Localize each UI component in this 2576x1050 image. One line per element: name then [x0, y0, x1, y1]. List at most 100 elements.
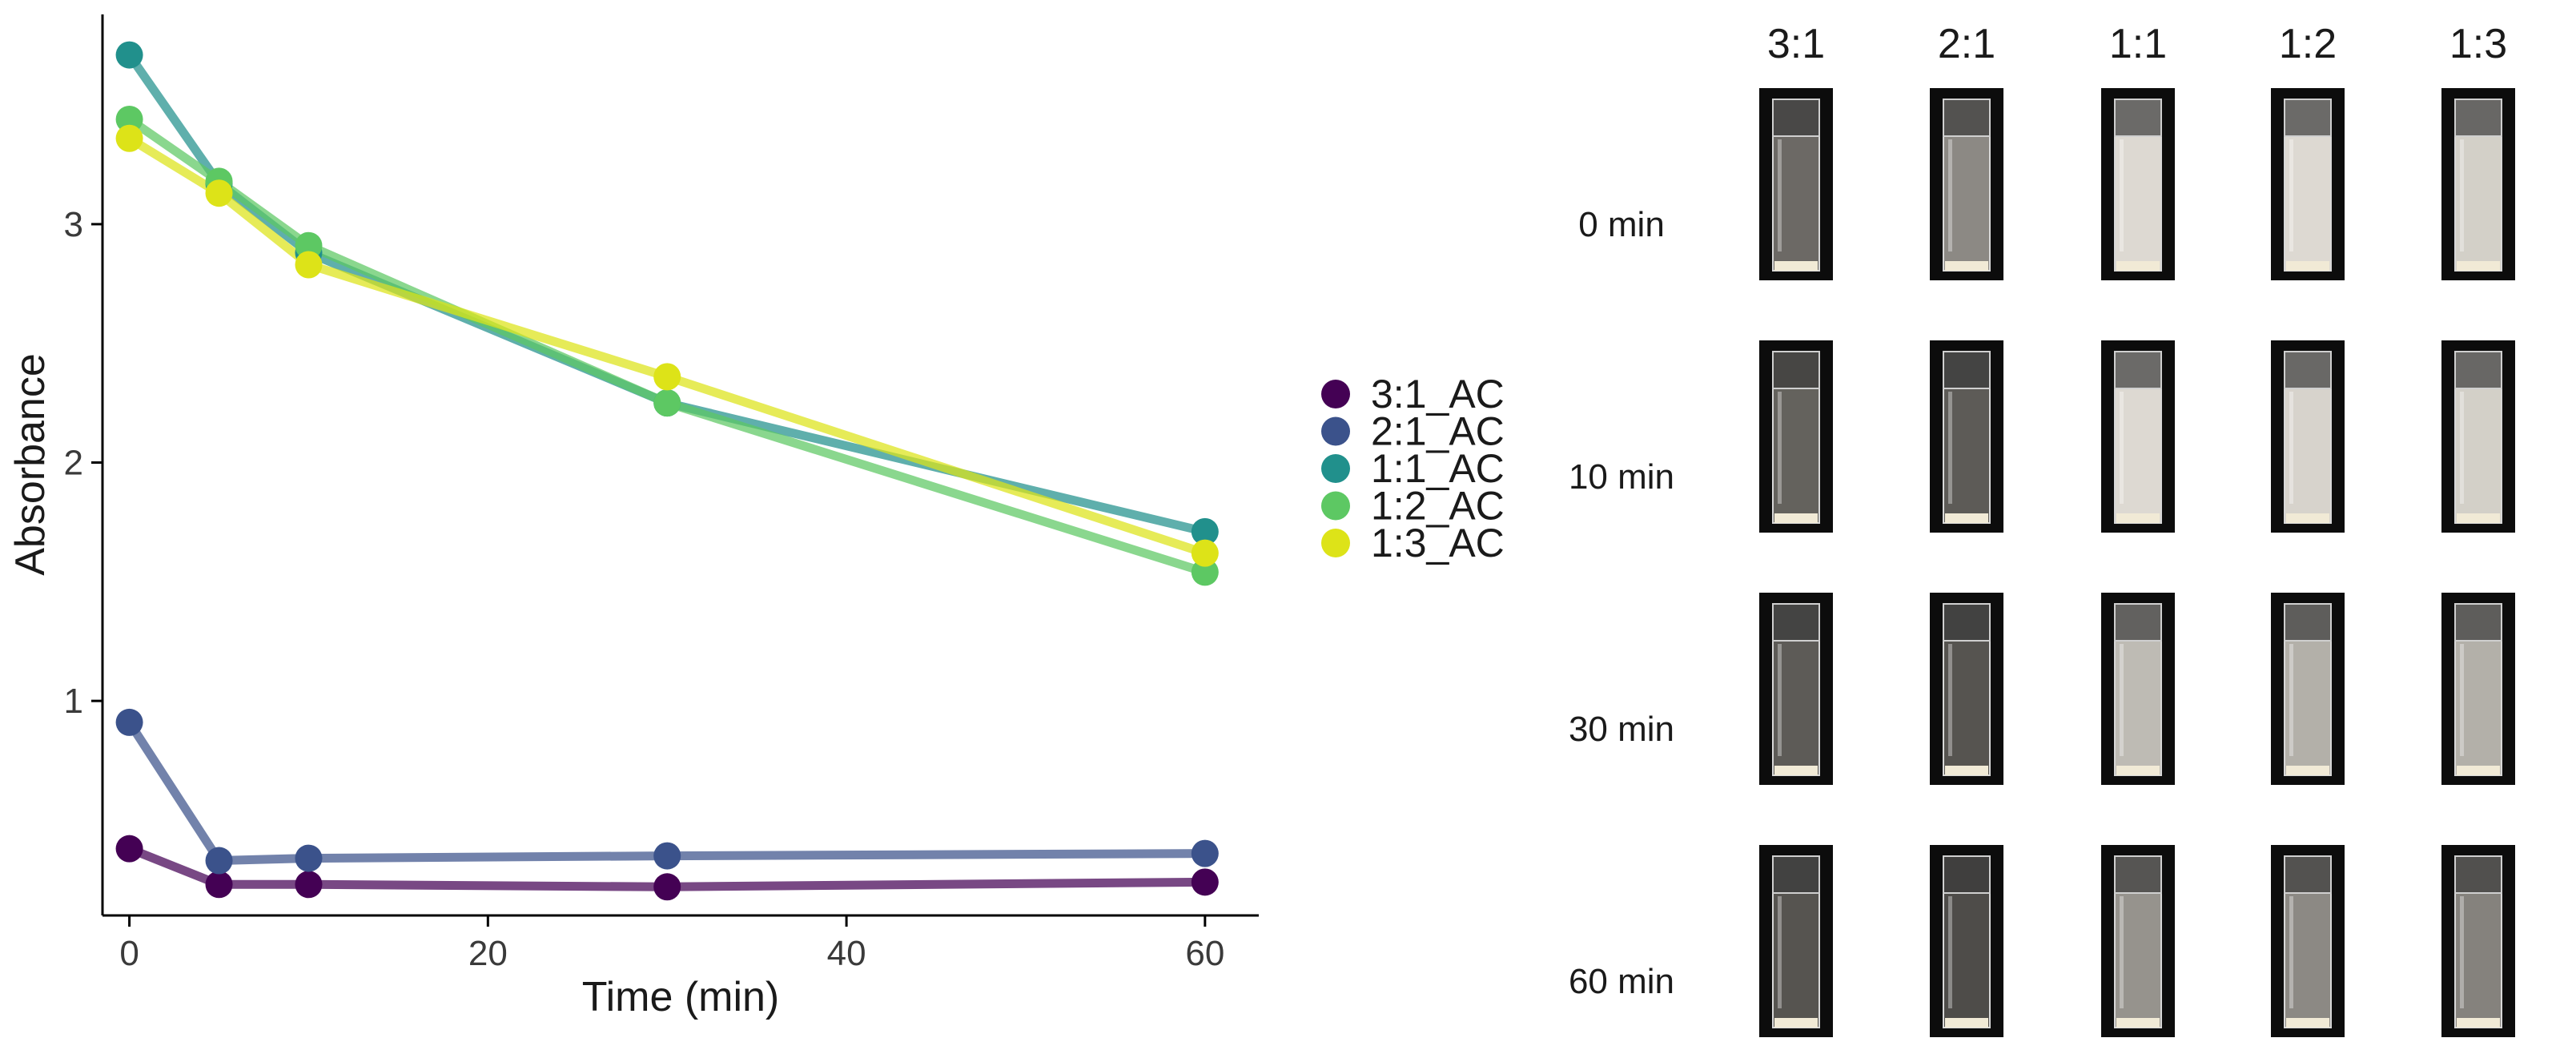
cuvette-highlight: [1948, 896, 1952, 1008]
photo-column-label: 1:2: [2279, 21, 2337, 67]
cuvette-highlight: [1948, 392, 1952, 504]
cuvette-photo: [2271, 593, 2345, 785]
cuvette-highlight: [2460, 896, 2464, 1008]
data-point-1:2_AC: [115, 105, 143, 133]
cuvette-highlight: [2120, 896, 2124, 1008]
cuvette-sediment: [2116, 1018, 2160, 1028]
y-tick-label: 3: [64, 205, 83, 244]
legend-key-3:1_AC: [1321, 380, 1350, 408]
cuvette-sediment: [1774, 513, 1818, 523]
cuvette-photo: [1930, 88, 2003, 280]
photo-row-label: 30 min: [1569, 710, 1674, 749]
photo-row-label: 10 min: [1569, 457, 1674, 497]
chart-legend: 3:1_AC2:1_AC1:1_AC1:2_AC1:3_AC: [1321, 372, 1505, 565]
cuvette-top: [1943, 855, 1991, 894]
cuvette-top: [1943, 351, 1991, 389]
cuvette-top: [2284, 99, 2332, 137]
cuvette-top: [2454, 855, 2502, 894]
cuvette-photo: [1930, 340, 2003, 533]
cuvette-highlight: [2289, 896, 2293, 1008]
data-point-1:3_AC: [295, 251, 323, 279]
cuvette-photo: [1930, 593, 2003, 785]
cuvette-sediment: [2116, 261, 2160, 271]
cuvette-photo: [2101, 340, 2175, 533]
data-point-2:1_AC: [1191, 839, 1219, 867]
photo-column-label: 2:1: [1938, 21, 1995, 67]
data-point-1:3_AC: [653, 363, 681, 391]
photo-column-label: 3:1: [1767, 21, 1825, 67]
data-point-2:1_AC: [205, 847, 233, 875]
cuvette-highlight: [1948, 139, 1952, 251]
legend-label: 1:1_AC: [1371, 446, 1505, 491]
cuvette-photo-grid: 3:1 2:1 1:1 1:2 1:3 0 min 10 min 30 min 60 min: [1569, 21, 2515, 1037]
cuvette-top: [1772, 603, 1820, 642]
y-tick-label: 2: [64, 444, 83, 483]
data-point-3:1_AC: [1191, 868, 1219, 896]
cuvette-photo: [2271, 88, 2345, 280]
cuvette-sediment: [2286, 513, 2329, 523]
cuvette-top: [2284, 351, 2332, 389]
cuvette-highlight: [2289, 392, 2293, 504]
cuvette-top: [2284, 855, 2332, 894]
cuvette-top: [1943, 99, 1991, 137]
y-ticks: 1 2 3: [64, 205, 102, 721]
cuvette-photo: [1759, 593, 1833, 785]
cuvette-photo: [1759, 88, 1833, 280]
cuvette-sediment: [2457, 1018, 2500, 1028]
cuvette-sediment: [1774, 1018, 1818, 1028]
cuvette-top: [2114, 351, 2162, 389]
data-point-1:2_AC: [653, 389, 681, 417]
legend-label: 1:3_AC: [1371, 521, 1505, 565]
x-tick-label: 40: [827, 934, 866, 973]
cuvette-photo: [2441, 340, 2515, 533]
x-tick-label: 60: [1185, 934, 1224, 973]
cuvette-sediment: [1945, 766, 1988, 775]
cuvette-top: [2114, 99, 2162, 137]
cuvette-top: [2454, 351, 2502, 389]
data-point-1:1_AC: [1191, 517, 1219, 545]
cuvette-sediment: [2286, 1018, 2329, 1028]
cuvette-highlight: [1778, 644, 1782, 756]
data-point-1:2_AC: [1191, 558, 1219, 586]
legend-key-1:2_AC: [1321, 491, 1350, 521]
cuvette-highlight: [2289, 644, 2293, 756]
data-point-3:1_AC: [205, 871, 233, 899]
legend-key-1:3_AC: [1321, 529, 1350, 557]
cuvette-top: [1772, 99, 1820, 137]
legend-label: 3:1_AC: [1371, 372, 1505, 416]
cuvette-sediment: [1945, 1018, 1988, 1028]
cuvette-sediment: [2286, 766, 2329, 775]
cuvette-photo: [2271, 340, 2345, 533]
cuvette-photo: [2271, 845, 2345, 1037]
series-lines: [125, 50, 1210, 891]
photo-row-label: 60 min: [1569, 962, 1674, 1001]
photo-column-label: 1:3: [2449, 21, 2507, 67]
cuvette-highlight: [2460, 392, 2464, 504]
data-point-1:3_AC: [1191, 539, 1219, 567]
cuvette-top: [2454, 603, 2502, 642]
legend-label: 2:1_AC: [1371, 409, 1505, 454]
data-point-3:1_AC: [115, 835, 143, 863]
data-point-1:2_AC: [295, 231, 323, 259]
photo-row-label: 0 min: [1578, 205, 1665, 244]
photo-column-label: 1:1: [2109, 21, 2167, 67]
y-axis-title: Absorbance: [7, 353, 54, 576]
cuvette-top: [1772, 351, 1820, 389]
x-tick-label: 20: [468, 934, 508, 973]
y-tick-label: 1: [64, 682, 83, 721]
cuvette-top: [2114, 855, 2162, 894]
cuvette-photo: [2101, 593, 2175, 785]
series-line-1:1_AC: [125, 50, 1210, 537]
cuvette-highlight: [2120, 139, 2124, 251]
cuvette-highlight: [2460, 644, 2464, 756]
cuvette-sediment: [2116, 513, 2160, 523]
data-point-1:1_AC: [115, 41, 143, 69]
line-chart: 1 2 3 0 20 40 60 Time (min) Absorbance: [7, 14, 1259, 1020]
data-point-2:1_AC: [653, 842, 681, 870]
data-point-2:1_AC: [115, 708, 143, 736]
cuvette-photo: [2101, 845, 2175, 1037]
cuvette-sediment: [1945, 261, 1988, 271]
cuvette-sediment: [2286, 261, 2329, 271]
x-ticks: 0 20 40 60: [119, 915, 1224, 973]
